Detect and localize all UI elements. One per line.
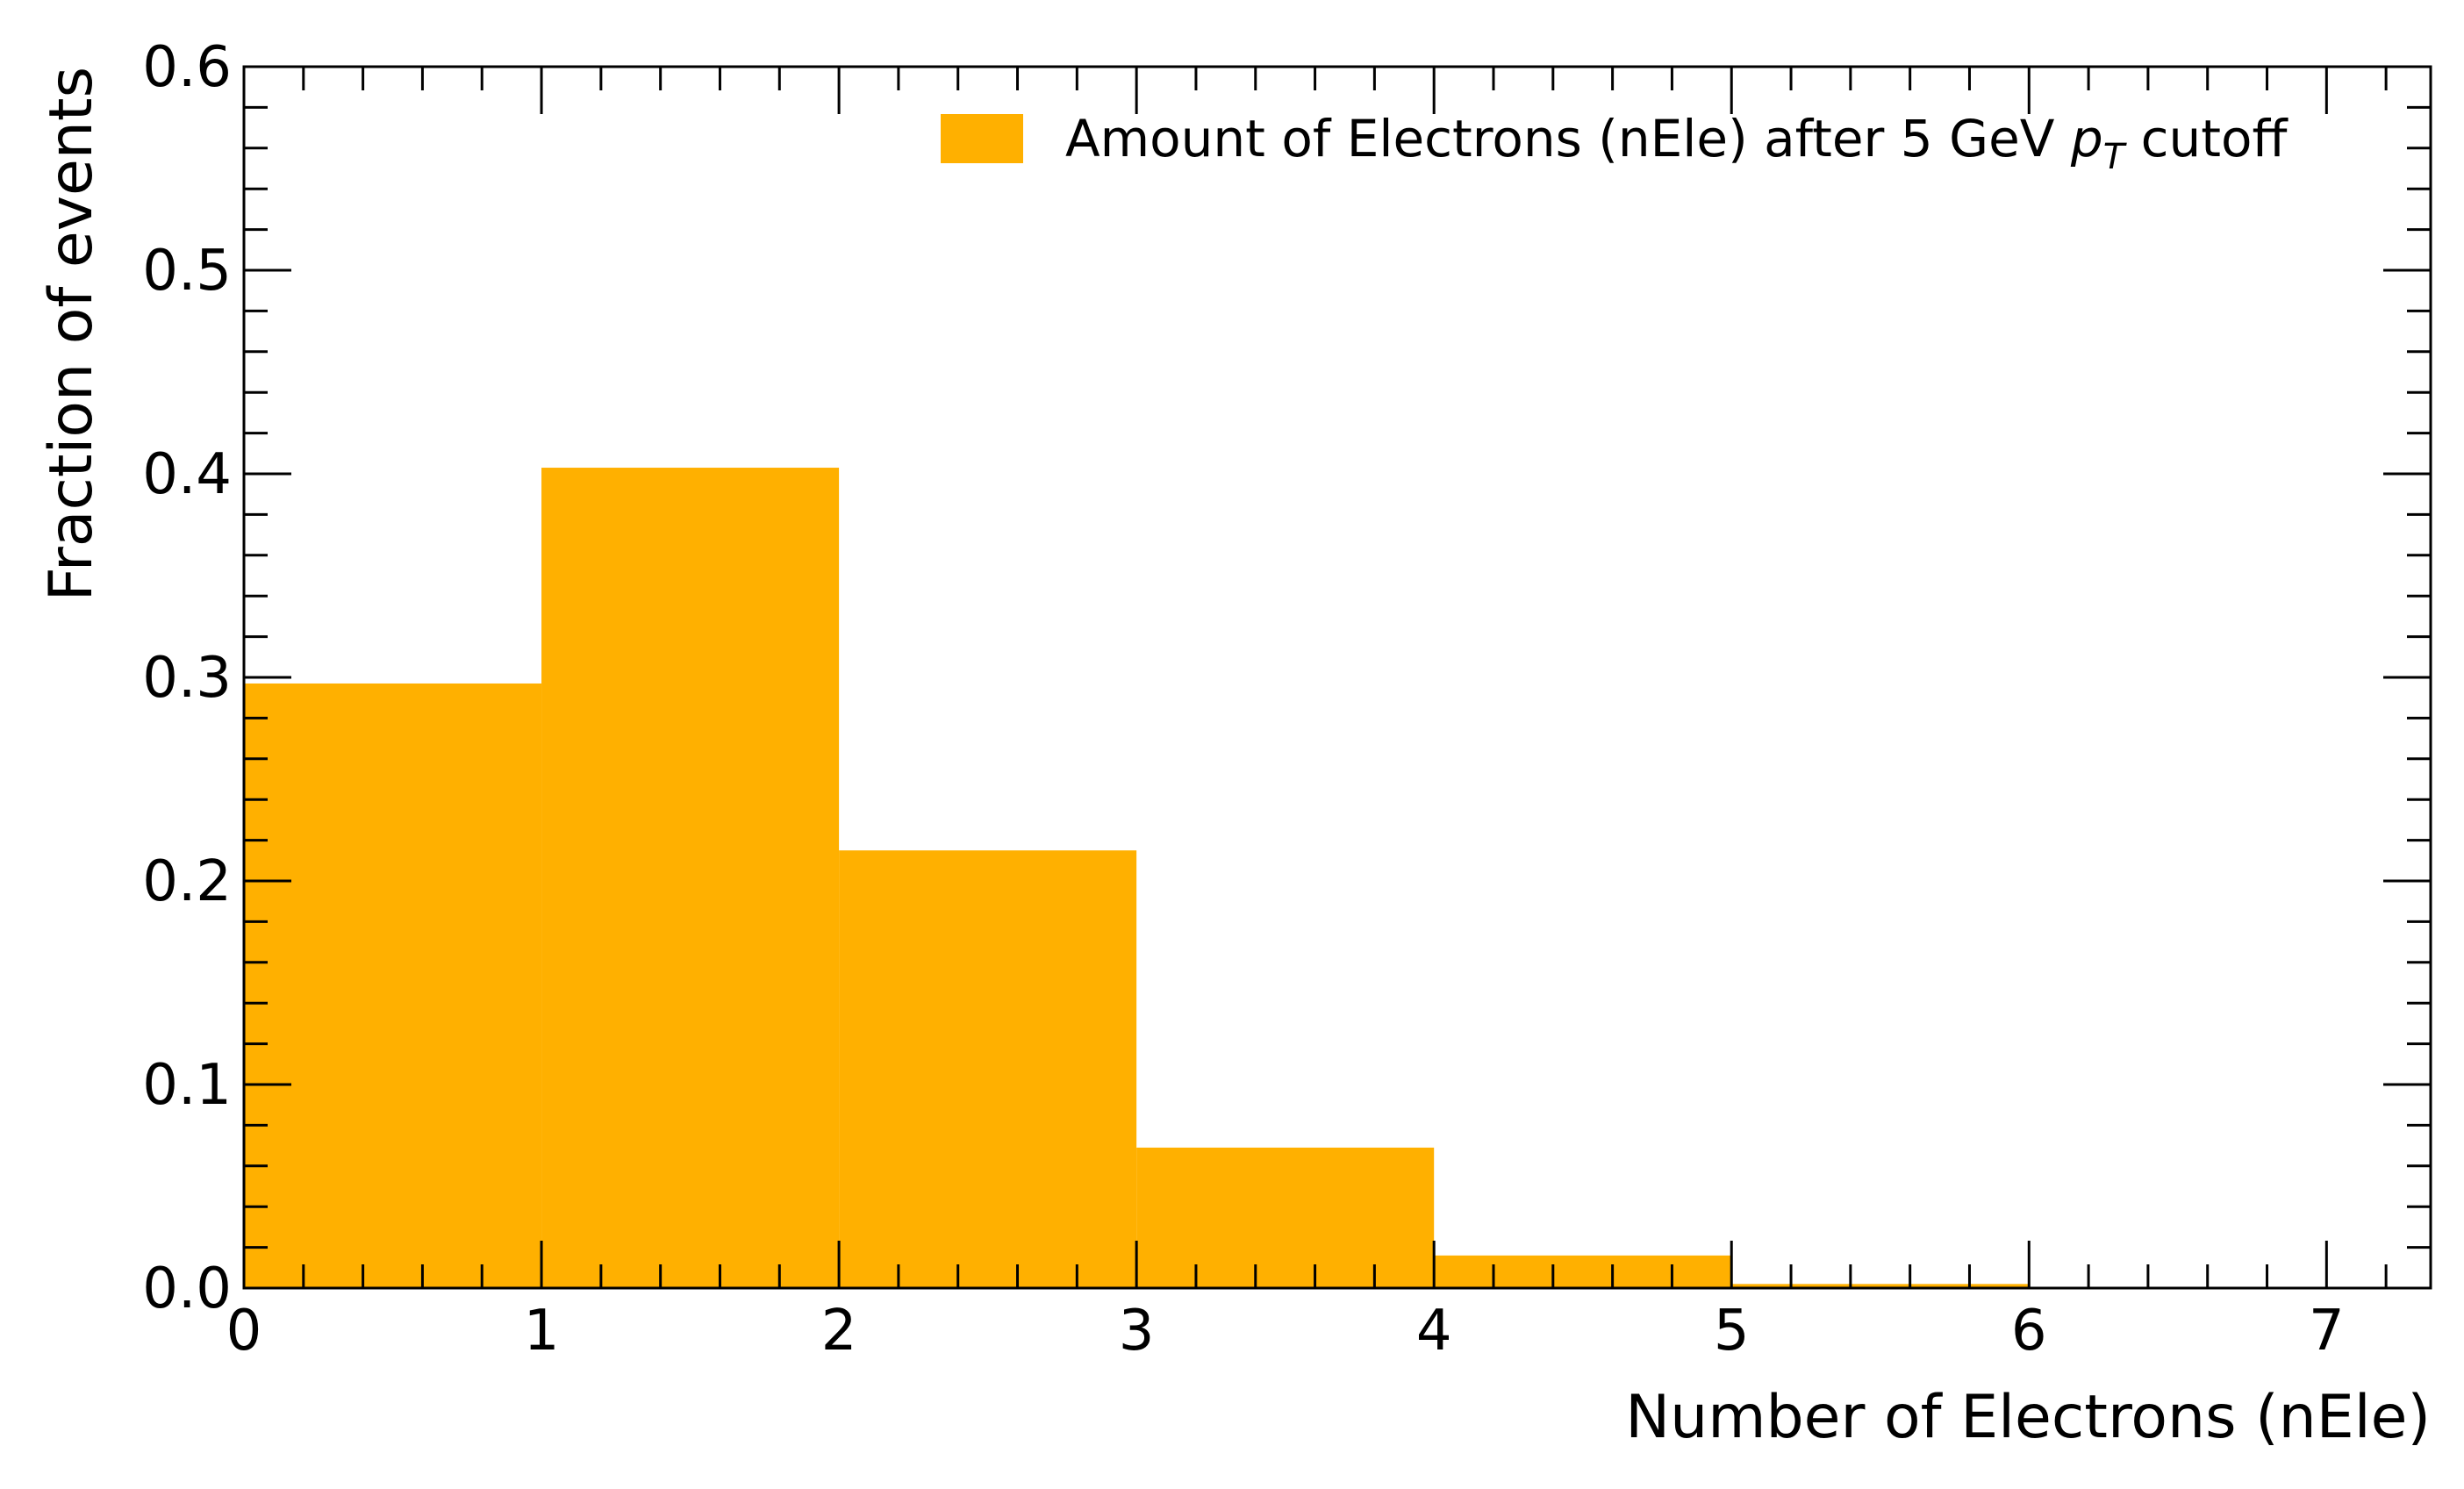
legend-label-sub: T	[2103, 137, 2128, 177]
y-tick-label: 0.2	[142, 849, 232, 914]
x-tick-label: 7	[2309, 1299, 2345, 1364]
legend-label-tail: cutoff	[2124, 109, 2289, 168]
y-axis-title: Fraction of events	[37, 67, 106, 601]
histogram-bar-3	[1136, 1147, 1435, 1288]
histogram-bar-5	[1731, 1284, 2030, 1288]
x-tick-label: 6	[2011, 1299, 2047, 1364]
y-tick-labels: 0.0 0.1 0.2 0.3 0.4 0.5 0.6	[142, 35, 232, 1321]
plot-frame	[242, 65, 2432, 1290]
y-tick-label: 0.1	[142, 1053, 232, 1118]
legend-label: Amount of Electrons (nEle) after 5 GeV p…	[1065, 109, 2289, 177]
x-tick-label: 2	[821, 1299, 857, 1364]
x-axis-title: Number of Electrons (nEle)	[1625, 1383, 2431, 1452]
legend: Amount of Electrons (nEle) after 5 GeV p…	[941, 109, 2289, 177]
y-tick-label: 0.5	[142, 239, 232, 304]
y-tick-label: 0.4	[142, 442, 232, 507]
histogram-bar-0	[244, 683, 542, 1288]
y-tick-label: 0.6	[142, 35, 232, 100]
x-tick-labels: 0 1 2 3 4 5 6 7	[226, 1299, 2345, 1364]
x-tick-label: 5	[1714, 1299, 1750, 1364]
legend-label-main: Amount of Electrons (nEle) after 5 GeV	[1065, 109, 2071, 168]
histogram-bar-1	[541, 468, 840, 1288]
x-tick-label: 4	[1416, 1299, 1452, 1364]
histogram-bars	[244, 468, 2030, 1288]
legend-label-p: p	[2070, 109, 2103, 168]
x-tick-label: 3	[1119, 1299, 1155, 1364]
y-tick-label: 0.0	[142, 1256, 232, 1321]
x-tick-label: 1	[524, 1299, 560, 1364]
histogram-bar-4	[1434, 1255, 1732, 1288]
legend-swatch	[941, 114, 1023, 163]
y-tick-label: 0.3	[142, 646, 232, 711]
x-tick-label: 0	[226, 1299, 262, 1364]
histogram-bar-2	[839, 850, 1137, 1288]
